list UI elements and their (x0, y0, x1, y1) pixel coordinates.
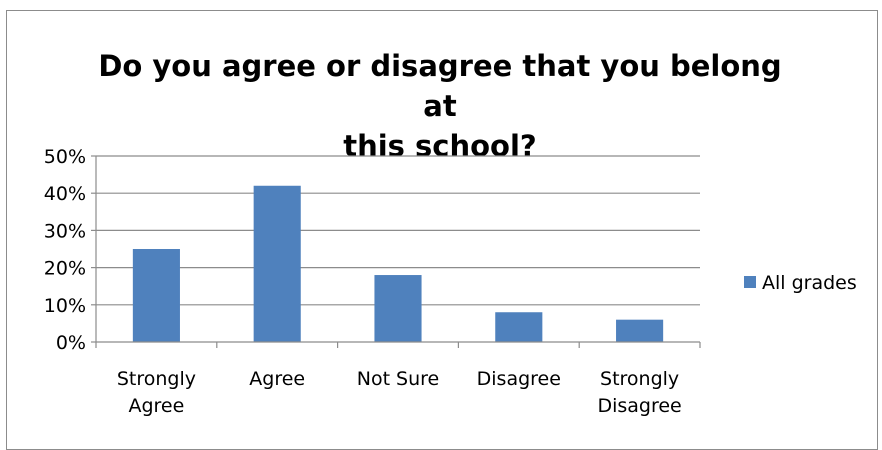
legend-swatch (744, 276, 756, 288)
y-tick-label: 40% (44, 183, 86, 205)
bar-chart: 0% 10% 20% 30% 40% 50% Strongly Agree Agree Not … (44, 146, 857, 417)
y-tick-label: 20% (44, 258, 86, 280)
bar (132, 249, 180, 342)
y-tick-label: 30% (44, 220, 86, 242)
chart-title-line-2: this school? (343, 129, 537, 163)
legend-label: All grades (762, 272, 857, 294)
legend: All grades (744, 272, 857, 294)
y-tick-label: 50% (44, 146, 86, 168)
axes (91, 155, 701, 348)
x-tick-label: Disagree (477, 368, 561, 390)
x-tick-label: Strongly Disagree (597, 368, 681, 417)
x-tick-label: Strongly Agree (117, 368, 196, 417)
y-tick-label: 10% (44, 295, 86, 317)
chart-title: Do you agree or disagree that you belong… (90, 46, 790, 166)
x-tick-labels: Strongly Agree Agree Not Sure Disagree Strong… (117, 368, 682, 417)
bar (374, 275, 422, 342)
x-tick-label: Not Sure (357, 368, 440, 390)
bars (132, 185, 664, 342)
x-tick-label: Agree (249, 368, 305, 390)
bar (495, 312, 543, 342)
bar (253, 185, 301, 342)
y-tick-label: 0% (56, 332, 86, 354)
y-tick-labels: 0% 10% 20% 30% 40% 50% (44, 146, 86, 354)
bar (616, 319, 664, 342)
chart-title-line-1: Do you agree or disagree that you belong… (98, 49, 782, 123)
